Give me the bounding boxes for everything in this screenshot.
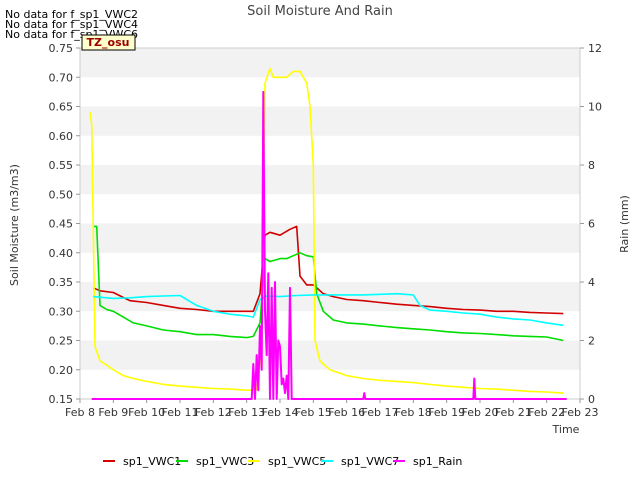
legend-label-sp1_Rain: sp1_Rain [413, 455, 462, 468]
x-tick-label: Feb 19 [428, 406, 465, 419]
site-badge-box [81, 34, 136, 51]
x-tick-label: Feb 13 [228, 406, 265, 419]
x-tick-label: Feb 8 [65, 406, 95, 419]
x-tick-label: Feb 20 [462, 406, 499, 419]
series-line-sp1_Rain [91, 90, 567, 400]
legend-label-sp1_VWC3: sp1_VWC3 [196, 455, 254, 468]
y2-axis-title: Rain (mm) [618, 195, 631, 253]
series-line-sp1_VWC3 [93, 225, 564, 342]
y-tick-label: 0.60 [49, 130, 74, 143]
y-tick-label: 0.35 [49, 276, 74, 289]
x-tick-label: Feb 18 [395, 406, 432, 419]
x-axis-title: Time [552, 423, 580, 436]
y-tick-label: 0.15 [49, 393, 74, 406]
y-tick-label: 0.55 [49, 159, 74, 172]
y2-tick-label: 4 [588, 276, 595, 289]
y-tick-label: 0.25 [49, 335, 74, 348]
y-tick-label: 0.70 [49, 71, 74, 84]
chart-title: Soil Moisture And Rain [247, 4, 393, 19]
y-tick-label: 0.50 [49, 188, 74, 201]
y-tick-label: 0.40 [49, 247, 74, 260]
x-tick-label: Feb 17 [362, 406, 399, 419]
y-axis-title: Soil Moisture (m3/m3) [8, 164, 21, 286]
y2-tick-label: 0 [588, 393, 595, 406]
x-tick-label: Feb 14 [262, 406, 299, 419]
legend-label-sp1_VWC1: sp1_VWC1 [123, 455, 181, 468]
plot-band [80, 194, 580, 224]
legend: sp1_VWC1 sp1_VWC3 sp1_VWC5 sp1_VWC7 sp1_Rain [103, 455, 462, 468]
y2-tick-label: 6 [588, 218, 595, 231]
plot-band [80, 135, 580, 165]
y2-tick-label: 2 [588, 335, 595, 348]
plot-band [80, 48, 580, 78]
plot-background-bands [80, 48, 580, 399]
series-line-sp1_VWC5 [89, 67, 564, 394]
no-data-message: No data for f_sp1_VWC2 [5, 8, 138, 21]
x-tick-label: Feb 15 [295, 406, 332, 419]
y-tick-label: 0.65 [49, 101, 74, 114]
y-tick-label: 0.75 [49, 42, 74, 55]
plot-band [80, 77, 580, 107]
y2-tick-label: 12 [588, 42, 602, 55]
y-tick-label: 0.20 [49, 364, 74, 377]
legend-label-sp1_VWC7: sp1_VWC7 [341, 455, 399, 468]
plot-band [80, 340, 580, 370]
series-line-sp1_VWC7 [93, 292, 564, 327]
site-badge: TZ_osu [81, 34, 136, 51]
x-tick-label: Feb 12 [195, 406, 232, 419]
series-line-sp1_VWC1 [92, 225, 564, 315]
y2-tick-label: 8 [588, 159, 595, 172]
y-axis-ticks: 0.15 0.20 0.25 0.30 0.35 0.40 0.45 0.50 0.55 0.60… [49, 42, 80, 406]
plot-band [80, 369, 580, 399]
plot-band [80, 106, 580, 136]
x-tick-label: Feb 16 [328, 406, 365, 419]
plot-band [80, 311, 580, 341]
series-lines [89, 67, 567, 400]
y2-tick-label: 10 [588, 101, 602, 114]
x-tick-label: Feb 10 [128, 406, 165, 419]
plot-band [80, 165, 580, 195]
y2-axis-ticks: 0 2 4 6 8 10 12 [580, 42, 602, 406]
x-tick-label: Feb 22 [528, 406, 565, 419]
y-tick-label: 0.30 [49, 305, 74, 318]
site-badge-label: TZ_osu [87, 36, 130, 49]
x-tick-label: Feb 11 [162, 406, 199, 419]
plot-band [80, 252, 580, 282]
plot-band [80, 223, 580, 253]
y-tick-label: 0.45 [49, 218, 74, 231]
x-tick-label: Feb 23 [562, 406, 599, 419]
legend-label-sp1_VWC5: sp1_VWC5 [268, 455, 326, 468]
x-tick-label: Feb 21 [495, 406, 532, 419]
x-tick-label: Feb 9 [98, 406, 128, 419]
no-data-message: No data for f_sp1_VWC4 [5, 18, 138, 31]
